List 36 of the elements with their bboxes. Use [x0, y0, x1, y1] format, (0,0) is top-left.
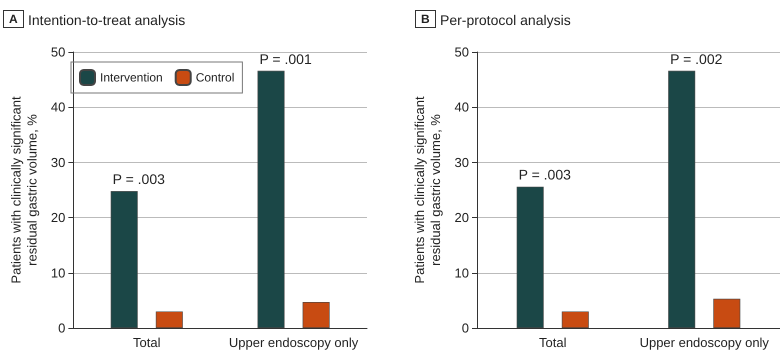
annotation: P = .002	[670, 50, 723, 67]
bar	[110, 191, 138, 328]
y-tick-label: 30	[50, 154, 66, 170]
annotation: P = .001	[259, 50, 312, 67]
bar	[713, 298, 740, 328]
y-tick-label: 20	[50, 210, 66, 226]
legend-label: Control	[196, 70, 234, 84]
x-tick-label: Total	[539, 335, 567, 350]
y-tick-label: 0	[58, 320, 66, 336]
bar	[562, 311, 589, 328]
bar	[668, 70, 696, 328]
legend-label: Intervention	[100, 70, 163, 84]
bar	[258, 70, 285, 328]
chart-subtitle: Per-protocol analysis	[440, 12, 571, 28]
x-tick-label: Total	[133, 335, 161, 350]
y-tick-label: 40	[50, 100, 66, 115]
y-tick-label: 30	[454, 154, 469, 170]
chart-title: A	[9, 12, 18, 26]
y-tick-label: 40	[454, 100, 469, 115]
x-tick-label: Upper endoscopy only	[640, 335, 770, 350]
annotation: P = .003	[518, 166, 572, 183]
y-tick-label: 10	[454, 265, 469, 280]
y-axis-title: Patients with clinically significant residual gastric volume, %	[8, 96, 40, 284]
y-tick-label: 0	[462, 320, 469, 336]
bar	[302, 302, 330, 328]
y-tick-label: 50	[50, 44, 66, 60]
y-tick-label: 50	[454, 44, 469, 60]
x-tick-label: Upper endoscopy only	[228, 335, 359, 350]
bar	[156, 311, 183, 328]
y-tick-label: 20	[454, 210, 469, 226]
bar	[516, 186, 544, 328]
y-axis-title: Patients with clinically significant residual gastric volume, %	[412, 96, 444, 284]
y-tick-label: 10	[50, 265, 66, 280]
chart-title: B	[421, 12, 430, 26]
annotation: P = .003	[112, 171, 166, 188]
chart-subtitle: Intention-to-treat analysis	[28, 12, 186, 28]
